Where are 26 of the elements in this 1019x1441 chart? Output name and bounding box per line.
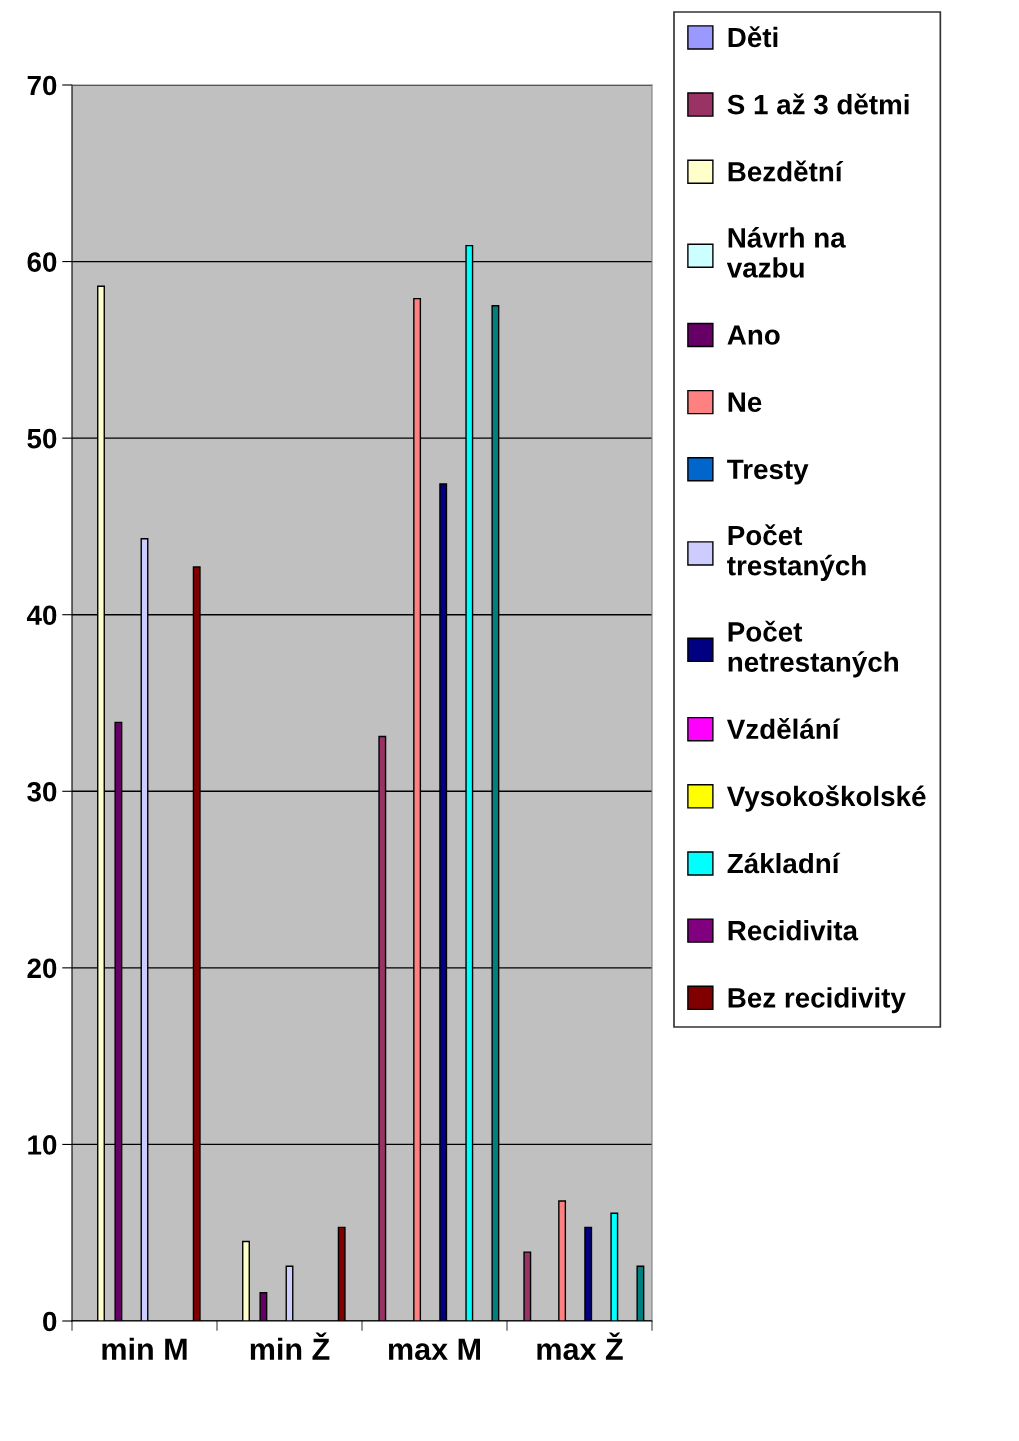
legend-label: Vysokoškolské <box>726 785 926 812</box>
x-tick-label: max M <box>388 1338 481 1361</box>
y-tick-label: 40 <box>26 605 57 626</box>
y-tick-label: 20 <box>27 958 57 979</box>
y-tick-label: 70 <box>27 75 57 96</box>
legend-label: Počet netrestaných <box>728 620 898 678</box>
y-tick-label: 0 <box>43 1311 57 1332</box>
legend-label: Tresty <box>727 459 809 485</box>
legend-label: Počet trestaných <box>727 524 866 581</box>
legend-label: Bezdětní <box>728 160 844 182</box>
legend-label: Vzdělání <box>726 718 841 740</box>
legend-label: Bez recidivity <box>728 987 906 1014</box>
y-tick-label: 60 <box>27 252 57 272</box>
legend-label: Základní <box>727 852 841 874</box>
y-tick-label: 30 <box>27 781 57 802</box>
x-tick-label: min Ž <box>250 1332 330 1360</box>
legend-label: Recidivita <box>728 920 859 941</box>
legend-label: S 1 až 3 dětmi <box>727 93 909 115</box>
x-tick-label: max Ž <box>537 1332 623 1361</box>
y-tick-label: 10 <box>28 1135 57 1155</box>
y-tick-label: 50 <box>27 428 57 449</box>
legend-label: Ne <box>728 392 762 412</box>
legend-label: Ano <box>727 325 780 345</box>
legend-label: Návrh na vazbu <box>726 227 846 278</box>
legend-label: Děti <box>728 26 778 48</box>
x-tick-label: min M <box>102 1337 187 1360</box>
